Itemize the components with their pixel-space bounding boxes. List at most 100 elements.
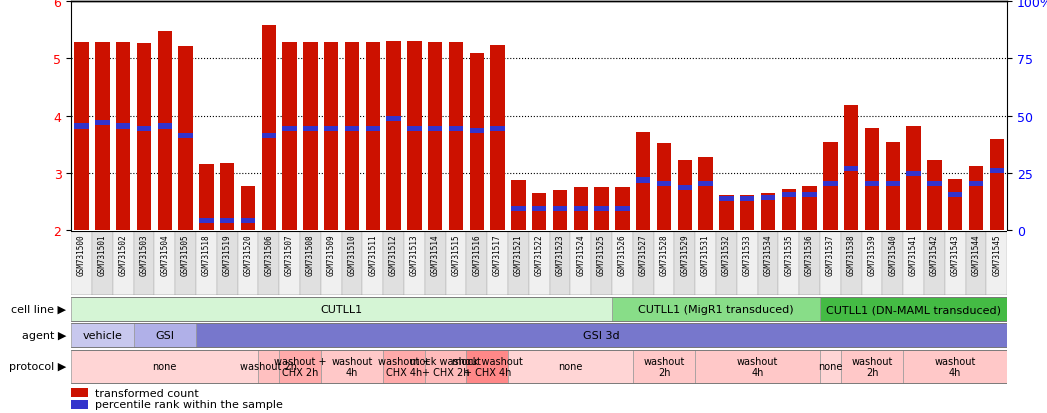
Bar: [344, 126, 359, 132]
Bar: [865, 181, 879, 187]
Bar: [761, 195, 775, 200]
Bar: [948, 193, 962, 198]
Bar: [154, 232, 175, 296]
Bar: [365, 43, 380, 231]
Bar: [469, 54, 484, 231]
Bar: [532, 206, 547, 212]
Bar: [407, 126, 422, 132]
Bar: [220, 164, 235, 231]
Text: GSM731527: GSM731527: [639, 234, 648, 275]
Text: GSM731504: GSM731504: [160, 234, 170, 275]
Text: GSM731535: GSM731535: [784, 234, 794, 275]
Bar: [362, 232, 383, 296]
Bar: [529, 232, 550, 296]
Text: transformed count: transformed count: [94, 388, 198, 398]
Bar: [283, 43, 297, 231]
Bar: [595, 188, 609, 231]
Bar: [280, 350, 320, 383]
Bar: [677, 185, 692, 190]
Bar: [365, 126, 380, 132]
Bar: [550, 232, 571, 296]
Bar: [636, 133, 650, 231]
Text: GSM731528: GSM731528: [660, 234, 668, 275]
Text: none: none: [818, 361, 843, 372]
Text: GSM731511: GSM731511: [369, 234, 377, 275]
Text: washout
2h: washout 2h: [643, 356, 685, 377]
Text: GSM731514: GSM731514: [430, 234, 440, 275]
Bar: [199, 218, 214, 223]
Text: GSM731544: GSM731544: [972, 234, 980, 275]
Bar: [241, 218, 255, 223]
Bar: [592, 232, 612, 296]
Bar: [532, 194, 547, 231]
Bar: [595, 206, 609, 212]
Text: GSM731522: GSM731522: [535, 234, 543, 275]
Bar: [781, 193, 796, 198]
Text: GSM731524: GSM731524: [576, 234, 585, 275]
Bar: [134, 323, 196, 347]
Bar: [283, 126, 297, 132]
Text: GSM731503: GSM731503: [139, 234, 149, 275]
Bar: [241, 186, 255, 231]
Text: GSM731523: GSM731523: [556, 234, 564, 275]
Bar: [886, 142, 900, 231]
Bar: [758, 232, 778, 296]
Text: GSM731536: GSM731536: [805, 234, 815, 275]
Bar: [820, 350, 841, 383]
Bar: [799, 232, 820, 296]
Text: washout
4h: washout 4h: [737, 356, 778, 377]
Bar: [656, 144, 671, 231]
Bar: [425, 350, 466, 383]
Text: GSM731516: GSM731516: [472, 234, 482, 275]
Text: washout +
CHX 4h: washout + CHX 4h: [378, 356, 430, 377]
Bar: [74, 124, 89, 129]
Bar: [761, 194, 775, 231]
Bar: [344, 43, 359, 231]
Bar: [428, 126, 443, 132]
Text: washout
2h: washout 2h: [851, 356, 893, 377]
Bar: [698, 158, 713, 231]
Text: GSM731509: GSM731509: [327, 234, 336, 275]
Text: vehicle: vehicle: [83, 330, 122, 340]
Bar: [719, 195, 734, 231]
Bar: [386, 42, 401, 231]
Bar: [490, 45, 505, 231]
Text: GSM731500: GSM731500: [77, 234, 86, 275]
Bar: [508, 232, 529, 296]
Text: washout
4h: washout 4h: [331, 356, 373, 377]
Text: GSM731510: GSM731510: [348, 234, 356, 275]
Bar: [886, 181, 900, 187]
Bar: [677, 161, 692, 231]
Bar: [511, 206, 526, 212]
Bar: [466, 232, 487, 296]
Bar: [487, 232, 508, 296]
Bar: [137, 44, 151, 231]
Bar: [449, 126, 463, 132]
Text: washout 2h: washout 2h: [241, 361, 297, 372]
Bar: [944, 232, 965, 296]
Text: GSI: GSI: [155, 330, 174, 340]
Bar: [907, 171, 921, 176]
Text: GSM731537: GSM731537: [826, 234, 834, 275]
Bar: [844, 106, 859, 231]
Text: GSM731501: GSM731501: [98, 234, 107, 275]
Bar: [632, 232, 653, 296]
Bar: [674, 232, 695, 296]
Bar: [632, 350, 695, 383]
Bar: [574, 206, 588, 212]
Bar: [612, 232, 632, 296]
Text: GSM731521: GSM731521: [514, 234, 522, 275]
Bar: [820, 232, 841, 296]
Bar: [196, 323, 1007, 347]
Text: GSM731532: GSM731532: [722, 234, 731, 275]
Text: GSM731541: GSM731541: [909, 234, 918, 275]
Bar: [178, 134, 193, 139]
Text: GSM731517: GSM731517: [493, 234, 503, 275]
Bar: [71, 232, 92, 296]
Bar: [740, 195, 755, 231]
Text: washout
4h: washout 4h: [935, 356, 976, 377]
Bar: [92, 232, 113, 296]
Bar: [490, 126, 505, 132]
Text: GSM731512: GSM731512: [389, 234, 398, 275]
Bar: [383, 350, 425, 383]
